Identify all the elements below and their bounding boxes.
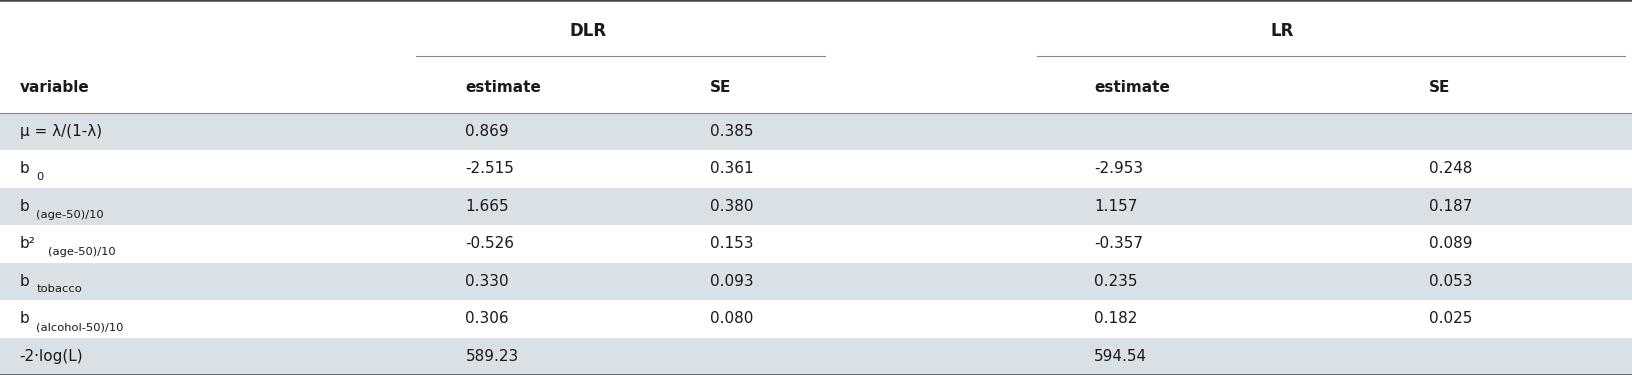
Text: (age-50)/10: (age-50)/10 (47, 247, 116, 257)
Text: 0: 0 (36, 172, 44, 182)
Text: SE: SE (710, 80, 731, 95)
Text: 0.053: 0.053 (1428, 274, 1472, 289)
Text: 0.361: 0.361 (710, 161, 754, 176)
Text: 0.093: 0.093 (710, 274, 754, 289)
Text: b: b (20, 311, 29, 326)
Text: 1.157: 1.157 (1093, 199, 1138, 214)
Text: estimate: estimate (465, 80, 540, 95)
Bar (0, 112, 1632, 150)
Bar (0, 300, 1632, 338)
Text: 0.385: 0.385 (710, 124, 754, 139)
Text: variable: variable (20, 80, 90, 95)
Text: 0.182: 0.182 (1093, 311, 1138, 326)
Text: 0.089: 0.089 (1428, 236, 1472, 251)
Bar (0, 188, 1632, 225)
Text: -0.357: -0.357 (1093, 236, 1142, 251)
Text: b: b (20, 274, 29, 289)
Bar (0, 338, 1632, 375)
Text: (age-50)/10: (age-50)/10 (36, 210, 104, 219)
Bar (0, 150, 1632, 188)
Text: b: b (20, 161, 29, 176)
Text: 0.235: 0.235 (1093, 274, 1138, 289)
Text: -2.515: -2.515 (465, 161, 514, 176)
Text: -2·log(L): -2·log(L) (20, 349, 83, 364)
Bar (0, 225, 1632, 262)
Text: DLR: DLR (570, 22, 605, 40)
Text: 0.869: 0.869 (465, 124, 509, 139)
Text: 594.54: 594.54 (1093, 349, 1147, 364)
Text: LR: LR (1270, 22, 1293, 40)
Text: 0.025: 0.025 (1428, 311, 1472, 326)
Text: tobacco: tobacco (36, 285, 82, 294)
Text: 0.153: 0.153 (710, 236, 754, 251)
Text: SE: SE (1428, 80, 1449, 95)
Text: 589.23: 589.23 (465, 349, 519, 364)
Text: 0.306: 0.306 (465, 311, 509, 326)
Text: (alcohol-50)/10: (alcohol-50)/10 (36, 322, 124, 332)
Text: 0.330: 0.330 (465, 274, 509, 289)
Text: -0.526: -0.526 (465, 236, 514, 251)
Text: μ = λ/(1-λ): μ = λ/(1-λ) (20, 124, 101, 139)
Text: 1.665: 1.665 (465, 199, 509, 214)
Text: b: b (20, 199, 29, 214)
Text: -2.953: -2.953 (1093, 161, 1142, 176)
Bar (0, 262, 1632, 300)
Text: 0.187: 0.187 (1428, 199, 1472, 214)
Text: b²: b² (20, 236, 36, 251)
Text: 0.080: 0.080 (710, 311, 754, 326)
Text: 0.380: 0.380 (710, 199, 754, 214)
Text: 0.248: 0.248 (1428, 161, 1472, 176)
Text: estimate: estimate (1093, 80, 1169, 95)
